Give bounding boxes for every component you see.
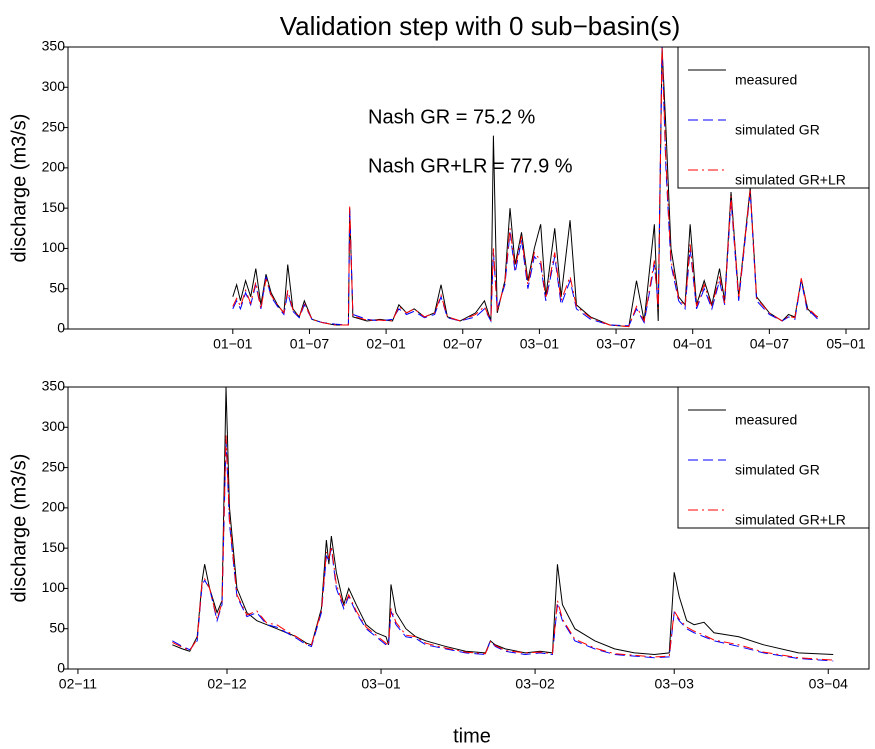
y-tick-label: 350 [42,378,66,394]
x-tick-label: 03−03 [655,676,695,692]
y-axis-label: discharge (m3/s) [8,114,30,263]
y-tick-label: 0 [57,320,65,336]
legend-box [677,386,870,529]
legend-label: simulated GR+LR [735,512,846,528]
x-tick-label: 05−01 [826,336,866,352]
series-line [172,386,834,655]
y-tick-label: 150 [42,539,66,555]
x-tick-label: 01−07 [290,336,330,352]
y-tick-label: 100 [42,579,66,595]
series-line [232,46,819,328]
y-tick-label: 50 [49,279,65,295]
y-tick-label: 200 [42,159,66,175]
y-tick-label: 200 [42,499,66,515]
y-tick-label: 300 [42,78,66,94]
x-tick-label: 03−07 [596,336,636,352]
y-tick-label: 250 [42,118,66,134]
legend-label: simulated GR [735,122,820,138]
x-tick-label: 03−01 [361,676,401,692]
y-tick-label: 300 [42,418,66,434]
x-tick-label: 02−11 [59,676,97,692]
legend-label: measured [735,412,797,428]
x-tick-label: 03−04 [809,676,849,692]
series-line [232,46,819,327]
x-tick-label: 04−07 [750,336,790,352]
series-line [172,435,834,661]
y-tick-label: 50 [49,619,65,635]
x-tick-label: 04−01 [673,336,713,352]
x-tick-label: 02−07 [443,336,483,352]
x-axis-label: time [453,725,491,747]
x-tick-label: 01−01 [213,336,253,352]
y-tick-label: 100 [42,239,66,255]
legend-label: simulated GR+LR [735,172,846,188]
legend-label: measured [735,72,797,88]
y-tick-label: 250 [42,458,66,474]
x-tick-label: 02−01 [366,336,406,352]
annotation: Nash GR = 75.2 % [368,106,536,128]
legend-label: simulated GR [735,462,820,478]
x-tick-label: 02−12 [207,676,247,692]
y-tick-label: 0 [57,660,65,676]
legend-box [677,46,870,189]
y-axis-label: discharge (m3/s) [8,454,30,603]
x-tick-label: 03−01 [520,336,560,352]
chart-title: Validation step with 0 sub−basin(s) [280,11,681,41]
y-tick-label: 350 [42,38,66,54]
y-tick-label: 150 [42,199,66,215]
annotation: Nash GR+LR = 77.9 % [368,155,573,177]
x-tick-label: 03−02 [515,676,555,692]
